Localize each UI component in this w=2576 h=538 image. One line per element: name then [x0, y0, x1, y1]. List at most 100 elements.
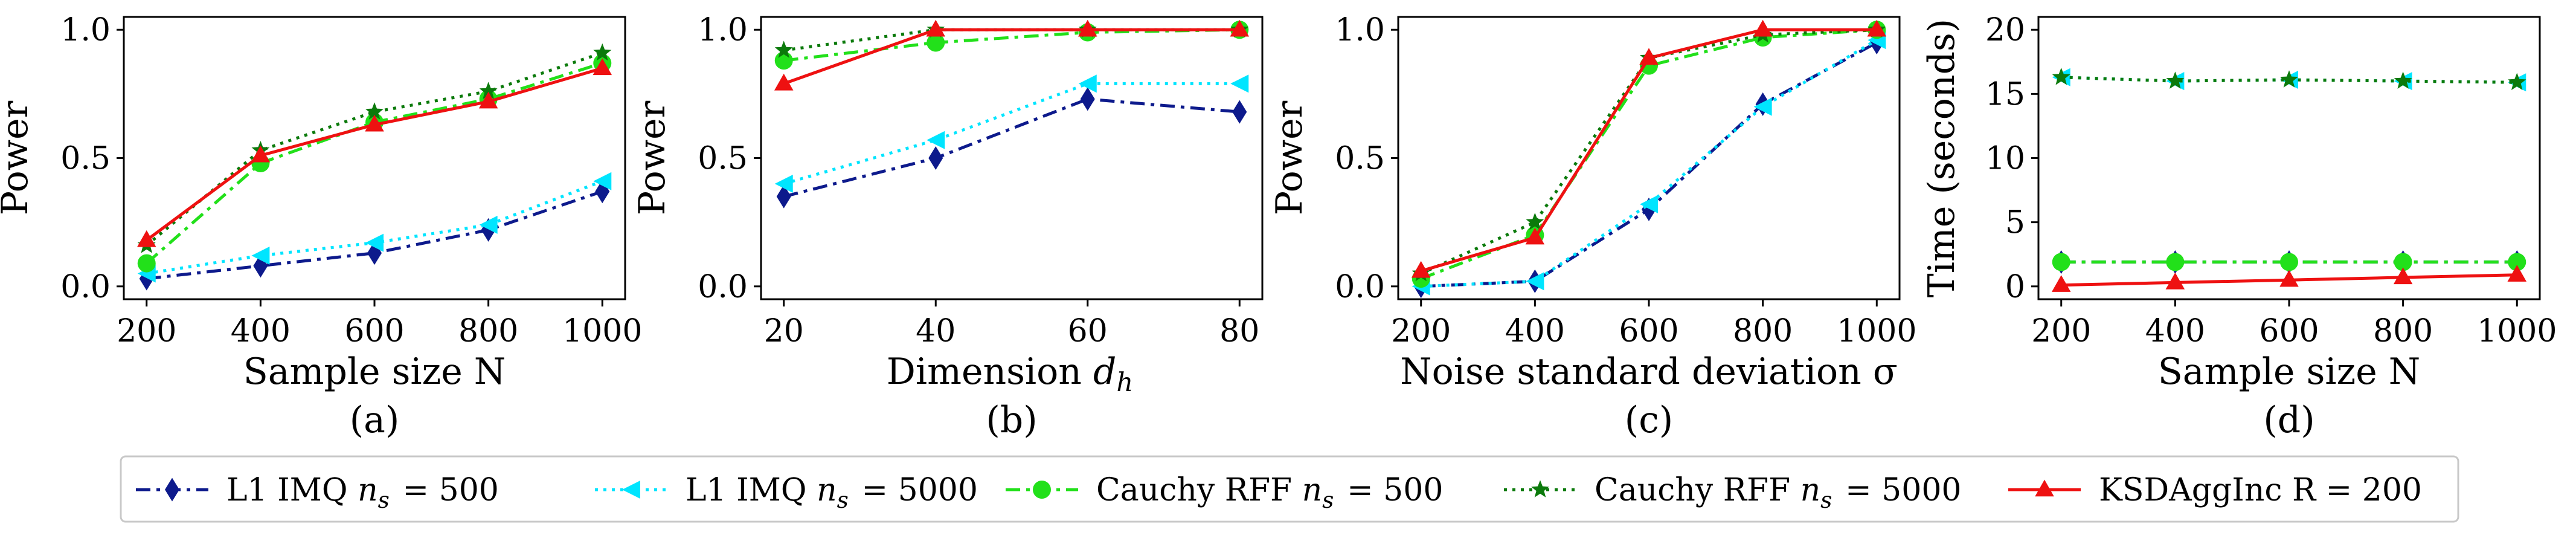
- series-l1_5000: [774, 74, 1249, 193]
- series-ksdagg: [137, 58, 612, 247]
- series-l1_500: [776, 87, 1247, 209]
- legend-label: L1 IMQ ns = 500: [226, 472, 499, 513]
- data-point-cauchy_5000: [2394, 71, 2412, 89]
- legend-entry-l1_500: L1 IMQ ns = 500: [136, 472, 499, 513]
- data-point-l1_5000: [479, 215, 498, 234]
- data-point-cauchy_500: [2394, 253, 2412, 271]
- data-point-ksdagg: [2279, 270, 2299, 287]
- legend-marker: [2035, 479, 2054, 497]
- x-tick-label: 1000: [2477, 313, 2557, 349]
- data-point-cauchy_5000: [479, 82, 498, 99]
- data-point-cauchy_5000: [2508, 73, 2526, 90]
- legend-entry-cauchy_5000: Cauchy RFF ns = 5000: [1504, 472, 1962, 513]
- series-cauchy_500: [2052, 253, 2526, 271]
- data-point-ksdagg: [2165, 272, 2185, 290]
- x-tick-label: 1000: [562, 313, 642, 349]
- x-tick-label: 200: [117, 313, 176, 349]
- series-l1_5000: [137, 172, 612, 283]
- y-tick-label: 10: [1985, 141, 2025, 177]
- x-axis-label: Sample size N: [243, 351, 506, 393]
- legend-entry-l1_5000: L1 IMQ ns = 5000: [595, 472, 978, 513]
- data-point-l1_5000: [927, 131, 945, 149]
- y-tick-label: 1.0: [1335, 12, 1385, 48]
- data-point-l1_5000: [774, 174, 793, 193]
- y-tick-label: 0.5: [1335, 141, 1385, 177]
- chart-panel-3: 200 400 600 800 1000 0.0 0.5 1.0 Power Noise stan…: [1268, 12, 1916, 441]
- data-point-l1_5000: [1526, 272, 1544, 291]
- data-point-l1_5000: [593, 172, 612, 190]
- x-tick-label: 800: [458, 313, 518, 349]
- data-point-l1_5000: [1753, 97, 1772, 116]
- y-tick-label: 0.0: [1335, 269, 1385, 305]
- x-tick-label: 400: [1505, 313, 1565, 349]
- data-point-ksdagg: [774, 73, 794, 91]
- y-tick-label: 1.0: [60, 12, 111, 48]
- legend-entry-cauchy_500: Cauchy RFF ns = 500: [1006, 472, 1443, 513]
- x-tick-label: 20: [764, 313, 804, 349]
- data-point-ksdagg: [2507, 265, 2527, 282]
- data-point-cauchy_500: [137, 254, 156, 273]
- data-point-ksdagg: [1078, 19, 1097, 37]
- y-axis-label: Power: [631, 100, 673, 215]
- data-point-l1_5000: [251, 246, 270, 265]
- y-axis-label: Power: [0, 100, 36, 215]
- data-point-cauchy_500: [2508, 253, 2526, 271]
- plot-frame: [760, 16, 1264, 300]
- series-l1_500: [139, 180, 610, 291]
- data-point-cauchy_5000: [2052, 68, 2070, 85]
- data-point-l1_500: [1232, 100, 1247, 124]
- data-point-ksdagg: [1525, 227, 1545, 245]
- series-line-cauchy_500: [783, 28, 1240, 62]
- series-ksdagg: [774, 19, 1250, 91]
- data-point-ksdagg: [251, 145, 271, 163]
- data-point-l1_500: [776, 184, 791, 209]
- legend-label: KSDAggInc R = 200: [2099, 472, 2422, 508]
- x-tick-label: 400: [2145, 313, 2205, 349]
- data-point-cauchy_500: [2280, 253, 2298, 271]
- legend-label: Cauchy RFF ns = 500: [1096, 472, 1443, 513]
- legend-marker: [622, 481, 640, 499]
- data-point-l1_500: [928, 146, 943, 170]
- x-tick-label: 400: [231, 313, 291, 349]
- data-point-ksdagg: [478, 91, 498, 109]
- series-line-cauchy_5000: [146, 51, 603, 247]
- series-line-ksdagg: [783, 28, 1240, 85]
- panel-label: (c): [1625, 399, 1673, 441]
- x-tick-label: 80: [1219, 313, 1259, 349]
- chart-panel-4: 200 400 600 800 1000 0 5 10 15 20 Time (seconds) Sa…: [1921, 12, 2557, 441]
- data-point-cauchy_5000: [774, 41, 793, 58]
- series-line-l1_5000: [783, 82, 1240, 186]
- x-tick-label: 600: [1619, 313, 1678, 349]
- x-tick-label: 40: [916, 313, 956, 349]
- x-tick-label: 200: [2031, 313, 2091, 349]
- legend-box: [120, 455, 2459, 523]
- x-axis-label: Sample size N: [2158, 351, 2421, 393]
- data-point-ksdagg: [926, 19, 945, 37]
- x-axis-label: Dimension dh: [887, 351, 1137, 398]
- x-tick-label: 800: [2373, 313, 2433, 349]
- data-point-l1_500: [1080, 87, 1095, 111]
- panel-label: (d): [2263, 399, 2314, 441]
- series-ksdagg: [2051, 265, 2527, 292]
- data-point-ksdagg: [365, 114, 384, 132]
- y-tick-label: 15: [1985, 76, 2025, 112]
- legend-marker: [1033, 481, 1051, 499]
- legend-label: Cauchy RFF ns = 5000: [1595, 472, 1962, 513]
- data-point-cauchy_500: [2052, 253, 2070, 271]
- y-tick-label: 0: [2005, 269, 2025, 305]
- data-point-ksdagg: [593, 58, 612, 76]
- data-point-ksdagg: [1411, 261, 1431, 278]
- x-tick-label: 600: [2259, 313, 2319, 349]
- series-line-cauchy_5000: [783, 28, 1240, 52]
- data-point-cauchy_500: [927, 33, 945, 52]
- y-tick-label: 5: [2005, 205, 2025, 241]
- data-point-ksdagg: [1867, 19, 1887, 37]
- data-point-ksdagg: [2051, 275, 2071, 292]
- legend: L1 IMQ ns = 500 L1 IMQ ns = 5000 Cauchy RF…: [120, 455, 2459, 523]
- x-tick-label: 60: [1068, 313, 1108, 349]
- series-cauchy_5000: [137, 43, 612, 253]
- series-ksdagg: [1411, 19, 1887, 278]
- data-point-ksdagg: [1230, 19, 1250, 37]
